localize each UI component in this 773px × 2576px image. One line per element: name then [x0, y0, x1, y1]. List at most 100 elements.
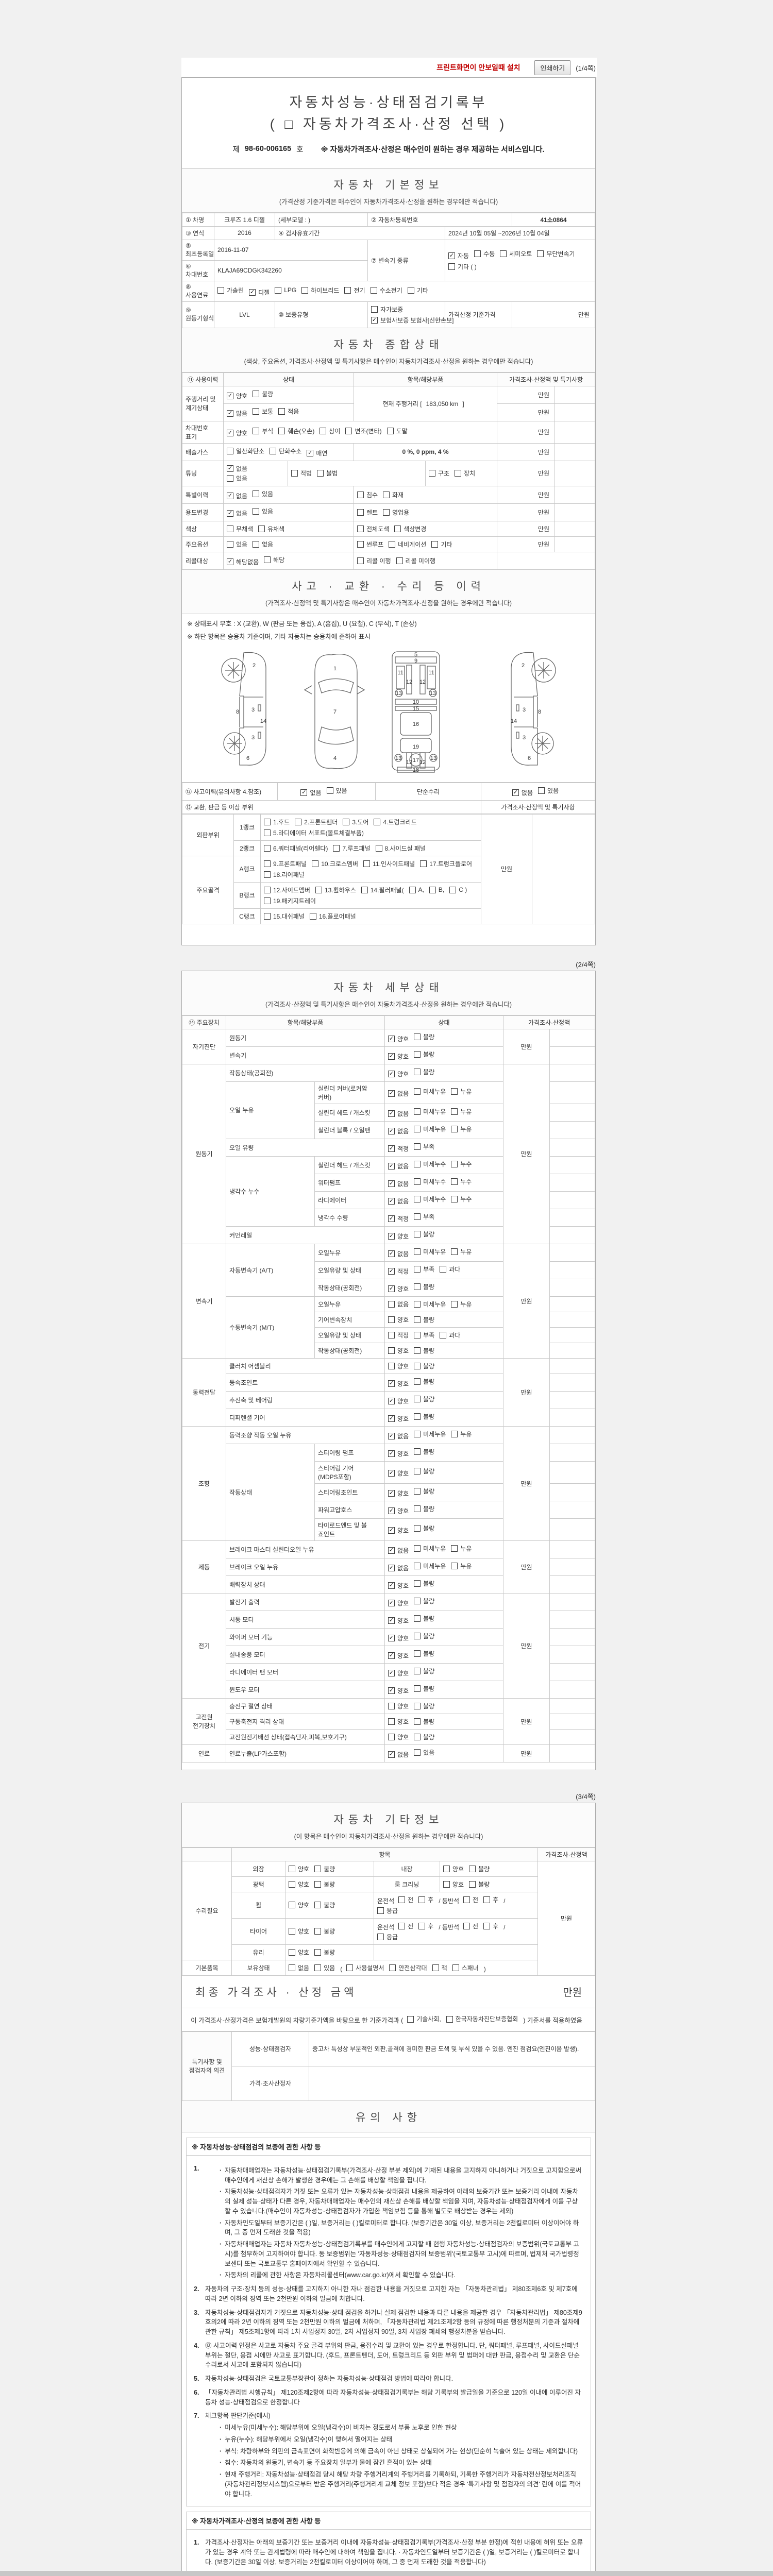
checkbox-양호[interactable]: 양호	[289, 1948, 309, 1957]
checkbox-box[interactable]	[414, 1615, 421, 1622]
checkbox-적정[interactable]: ✓ 적정	[388, 1267, 409, 1276]
checkbox-box[interactable]	[398, 1922, 406, 1929]
checkbox-box[interactable]	[407, 2015, 414, 2023]
checkbox-box[interactable]: ✓	[388, 1070, 395, 1077]
checkbox-10.크로스멤버[interactable]: 10.크로스멤버	[312, 859, 358, 868]
checkbox-15.대쉬패널[interactable]: 15.대쉬패널	[264, 912, 305, 921]
checkbox-box[interactable]	[253, 428, 260, 435]
checkbox-box[interactable]	[309, 912, 316, 920]
checkbox-후[interactable]: 후	[418, 1895, 433, 1904]
checkbox-A,[interactable]: A,	[409, 886, 424, 893]
checkbox-부족[interactable]: 부족	[414, 1212, 434, 1221]
checkbox-2.프론트휀더[interactable]: 2.프론트휀더	[295, 818, 338, 826]
checkbox-양호[interactable]: 양호	[289, 1865, 309, 1873]
checkbox-box[interactable]	[451, 1108, 458, 1115]
checkbox-12.사이드멤버[interactable]: 12.사이드멤버	[264, 886, 310, 894]
checkbox-box[interactable]: ✓	[388, 1145, 395, 1152]
checkbox-불량[interactable]: 불량	[414, 1684, 434, 1693]
checkbox-없음[interactable]: ✓ 없음	[388, 1750, 409, 1759]
checkbox-후[interactable]: 후	[483, 1922, 498, 1930]
checkbox-box[interactable]: ✓	[227, 558, 233, 565]
checkbox-box[interactable]	[414, 1088, 421, 1095]
checkbox-있음[interactable]: 있음	[253, 489, 273, 498]
checkbox-불량[interactable]: 불량	[414, 1524, 434, 1533]
checkbox-있음[interactable]: 있음	[538, 786, 559, 795]
checkbox-양호[interactable]: 양호	[388, 1315, 409, 1324]
checkbox-box[interactable]	[315, 886, 322, 893]
checkbox-양호[interactable]: ✓ 양호	[388, 1052, 409, 1061]
checkbox-미세누유[interactable]: 미세누유	[414, 1107, 446, 1116]
checkbox-box[interactable]	[414, 1283, 421, 1290]
checkbox-box[interactable]	[264, 897, 271, 904]
checkbox-box[interactable]	[289, 1928, 295, 1935]
checkbox-양호[interactable]: 양호	[388, 1362, 409, 1370]
checkbox-누유[interactable]: 누유	[451, 1125, 472, 1133]
checkbox-box[interactable]: ✓	[388, 1634, 395, 1641]
checkbox-화재[interactable]: 화재	[383, 490, 404, 499]
checkbox-구조[interactable]: 구조	[429, 469, 449, 478]
checkbox-box[interactable]	[357, 540, 364, 548]
checkbox-기타[interactable]: 기타	[407, 286, 428, 295]
checkbox-box[interactable]	[414, 1562, 421, 1569]
print-button[interactable]: 인쇄하기	[534, 60, 571, 75]
checkbox-11.인사이드패널[interactable]: 11.인사이드패널	[363, 859, 415, 868]
checkbox-해당[interactable]: 해당	[264, 555, 284, 564]
checkbox-없음[interactable]: ✓ 없음	[388, 1249, 409, 1258]
checkbox-box[interactable]: ✓	[388, 1110, 395, 1117]
checkbox-box[interactable]: ✓	[388, 1507, 395, 1514]
checkbox-6.쿼터패널(리어휀다)[interactable]: 6.쿼터패널(리어휀다)	[264, 844, 328, 853]
checkbox-box[interactable]	[295, 818, 302, 825]
checkbox-없음[interactable]: ✓ 없음	[388, 1127, 409, 1136]
checkbox-box[interactable]	[414, 1347, 421, 1354]
checkbox-양호[interactable]: ✓ 양호	[388, 1616, 409, 1625]
checkbox-부족[interactable]: 부족	[414, 1142, 434, 1151]
checkbox-box[interactable]	[301, 286, 309, 294]
checkbox-없음[interactable]: ✓ 없음	[227, 509, 247, 518]
checkbox-box[interactable]	[386, 428, 394, 435]
checkbox-box[interactable]	[440, 1265, 447, 1273]
checkbox-양호[interactable]: 양호	[388, 1717, 409, 1726]
checkbox-box[interactable]	[264, 886, 271, 893]
checkbox-양호[interactable]: 양호	[388, 1346, 409, 1355]
checkbox-box[interactable]	[314, 1880, 322, 1888]
checkbox-9.프론트패널[interactable]: 9.프론트패널	[264, 859, 307, 868]
checkbox-양호[interactable]: 양호	[289, 1901, 309, 1909]
checkbox-box[interactable]	[420, 860, 427, 867]
checkbox-box[interactable]	[217, 286, 224, 294]
checkbox-보험사보증 보험사[신한손보][interactable]: ✓ 보험사보증 보험사[신한손보]	[371, 316, 453, 325]
checkbox-없음[interactable]: ✓ 없음	[388, 1432, 409, 1440]
checkbox-box[interactable]	[388, 1362, 395, 1369]
checkbox-box[interactable]	[414, 1108, 421, 1115]
checkbox-없음[interactable]: 없음	[253, 540, 273, 549]
checkbox-box[interactable]: ✓	[388, 1380, 395, 1387]
checkbox-전[interactable]: 전	[398, 1922, 413, 1930]
checkbox-양호[interactable]: 양호	[443, 1865, 464, 1873]
checkbox-불량[interactable]: 불량	[414, 1649, 434, 1658]
checkbox-box[interactable]: ✓	[307, 449, 314, 456]
checkbox-전체도색[interactable]: 전체도색	[357, 524, 389, 533]
checkbox-응급[interactable]: 응급	[377, 1933, 398, 1941]
checkbox-box[interactable]: ✓	[388, 1415, 395, 1422]
checkbox-있음[interactable]: 있음	[253, 507, 273, 516]
checkbox-box[interactable]	[374, 818, 381, 825]
checkbox-없음[interactable]: ✓ 없음	[512, 788, 533, 797]
checkbox-box[interactable]	[312, 860, 319, 867]
checkbox-사용설명서[interactable]: 사용설명서	[346, 1963, 384, 1972]
checkbox-box[interactable]	[414, 1213, 421, 1220]
checkbox-후[interactable]: 후	[418, 1922, 433, 1930]
checkbox-양호[interactable]: ✓ 양호	[388, 1634, 409, 1642]
checkbox-box[interactable]	[414, 1448, 421, 1455]
checkbox-box[interactable]	[227, 447, 233, 454]
checkbox-box[interactable]: ✓	[388, 1250, 395, 1257]
checkbox-없음[interactable]: ✓ 없음	[227, 492, 247, 500]
checkbox-미세누유[interactable]: 미세누유	[414, 1087, 446, 1096]
checkbox-box[interactable]	[414, 1125, 421, 1132]
checkbox-box[interactable]	[264, 912, 271, 920]
checkbox-스패너[interactable]: 스패너	[452, 1963, 479, 1972]
checkbox-box[interactable]	[414, 1362, 421, 1369]
checkbox-4.트렁크리드[interactable]: 4.트렁크리드	[374, 818, 417, 826]
checkbox-box[interactable]: ✓	[388, 1617, 395, 1624]
checkbox-box[interactable]	[414, 1632, 421, 1639]
checkbox-box[interactable]	[264, 818, 271, 825]
checkbox-불량[interactable]: 불량	[414, 1702, 434, 1710]
